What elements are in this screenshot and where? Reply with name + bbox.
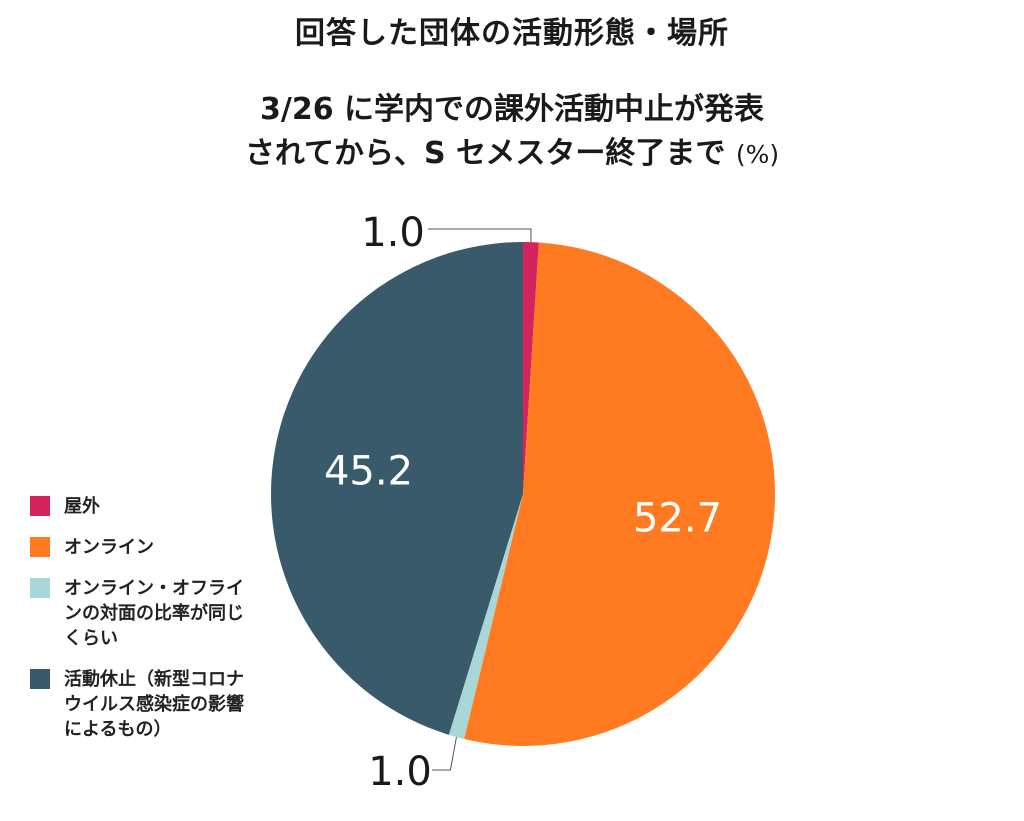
chart-subtitle-line1: 3/26 に学内での課外活動中止が発表: [259, 92, 765, 127]
legend-swatch-suspended: [30, 669, 50, 689]
legend-label-outdoor: 屋外: [64, 496, 100, 517]
legend-item-mixed: オンライン・オフラインの対面の比率が同じくらい: [30, 576, 250, 651]
legend-label-suspended: 活動休止（新型コロナウイルス感染症の影響によるもの）: [64, 669, 244, 740]
pie-slice-outdoor: [523, 242, 539, 494]
legend-item-suspended: 活動休止（新型コロナウイルス感染症の影響によるもの）: [30, 667, 250, 742]
pie-slice-suspended: [270, 242, 523, 735]
chart-subtitle-line2: されてから、S セメスター終了まで (%): [0, 128, 1024, 172]
data-label-suspended: 45.2: [324, 449, 413, 495]
pie-slice-mixed: [448, 494, 523, 740]
legend-item-online: オンライン: [30, 535, 250, 560]
legend-item-outdoor: 屋外: [30, 494, 250, 519]
data-label-mixed: 1.0: [368, 749, 432, 795]
data-label-online: 52.7: [633, 495, 722, 541]
legend-swatch-outdoor: [30, 496, 50, 516]
data-label-outdoor: 1.0: [361, 210, 425, 256]
unit-label: (%): [735, 140, 780, 169]
leader-line-outdoor: [428, 228, 532, 243]
legend: 屋外 オンライン オンライン・オフラインの対面の比率が同じくらい 活動休止（新型…: [30, 494, 250, 758]
legend-label-mixed: オンライン・オフラインの対面の比率が同じくらい: [64, 578, 244, 649]
legend-label-online: オンライン: [64, 537, 154, 558]
pie-slice-online: [464, 242, 775, 746]
legend-swatch-online: [30, 537, 50, 557]
chart-title: 回答した団体の活動形態・場所: [295, 16, 729, 51]
legend-swatch-mixed: [30, 578, 50, 598]
chart-subtitle-line2-text: されてから、S セメスター終了まで: [244, 136, 726, 171]
leader-line-mixed: [432, 736, 457, 771]
